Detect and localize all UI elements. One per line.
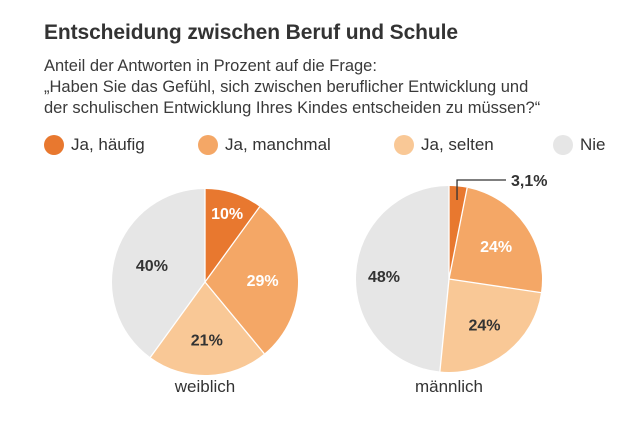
legend-label: Ja, manchmal (225, 135, 331, 154)
legend-swatch (553, 135, 573, 155)
slice-separator (204, 281, 265, 355)
legend-swatch (44, 135, 64, 155)
pie-weiblich: 10% 29% 21% 40% weiblich (111, 189, 299, 396)
pie-slice (150, 282, 265, 376)
subtitle-line: „Haben Sie das Gefühl, sich zwischen ber… (44, 78, 529, 96)
pie-data-label: 10% (211, 206, 243, 223)
pie-data-label: 40% (136, 258, 168, 275)
subtitle-line: Anteil der Antworten in Prozent auf die … (44, 57, 377, 75)
legend-item-ja-manchmal: Ja, manchmal (198, 133, 331, 157)
pie-slice (205, 189, 260, 282)
legend-swatch (394, 135, 414, 155)
pie-data-label: 29% (247, 273, 279, 290)
legend-label: Ja, selten (421, 135, 494, 154)
slice-separator (448, 278, 542, 294)
pie-data-label: 24% (468, 317, 500, 334)
slice-separator (439, 278, 450, 372)
slice-separator (149, 281, 206, 358)
chart-title: Entscheidung zwischen Beruf und Schule (44, 21, 458, 44)
pie-slice (111, 189, 205, 358)
legend-item-nie: Nie (553, 133, 606, 157)
pie-data-label: 21% (191, 333, 223, 350)
pie-name-label: männlich (415, 377, 483, 396)
legend-swatch (198, 135, 218, 155)
legend-item-ja-haeufig: Ja, häufig (44, 133, 145, 157)
chart-subtitle: Anteil der Antworten in Prozent auf die … (44, 56, 634, 119)
pie-slice (205, 206, 299, 354)
slice-separator (448, 187, 468, 280)
legend-label: Nie (580, 135, 606, 154)
pie-data-label: 24% (480, 239, 512, 256)
pie-slice (439, 279, 541, 372)
slice-separator (204, 206, 261, 283)
pie-slice (449, 187, 542, 293)
pie-maennlich: 3,1% 24% 24% 48% männlich (356, 173, 547, 396)
pie-data-label: 48% (368, 269, 400, 286)
pie-slice (356, 186, 449, 372)
subtitle-line: der schulischen Entwicklung Ihres Kindes… (44, 99, 541, 117)
leader-line (456, 179, 506, 200)
pie-data-label: 3,1% (511, 173, 547, 190)
legend-item-ja-selten: Ja, selten (394, 133, 494, 157)
pie-name-label: weiblich (174, 377, 235, 396)
legend-label: Ja, häufig (71, 135, 145, 154)
